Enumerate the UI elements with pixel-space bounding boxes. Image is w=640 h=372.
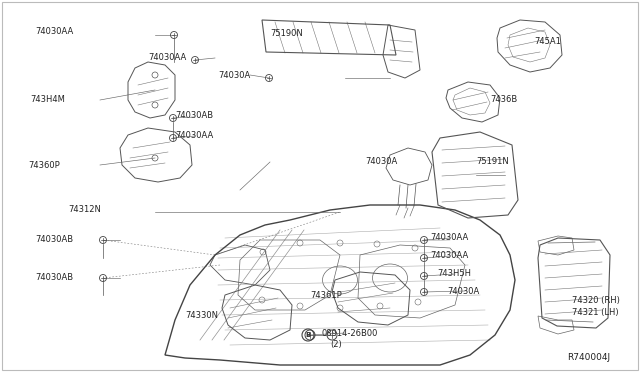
Text: 74030A: 74030A [218, 71, 250, 80]
Text: R740004J: R740004J [567, 353, 610, 362]
Text: 74030A: 74030A [447, 286, 479, 295]
Text: 74030AB: 74030AB [35, 235, 73, 244]
Text: 743H5H: 743H5H [437, 269, 471, 279]
Text: 74360P: 74360P [28, 160, 60, 170]
Text: 74330N: 74330N [185, 311, 218, 321]
Text: 74030AA: 74030AA [148, 52, 186, 61]
Text: B: B [305, 332, 310, 338]
Text: 74030AB: 74030AB [175, 110, 213, 119]
Text: 7436B: 7436B [490, 96, 517, 105]
Text: 74030AA: 74030AA [430, 251, 468, 260]
Text: 74030AA: 74030AA [430, 234, 468, 243]
Text: 743H4M: 743H4M [30, 96, 65, 105]
Text: 74312N: 74312N [68, 205, 101, 215]
Text: 74320 (RH): 74320 (RH) [572, 295, 620, 305]
Text: 74321 (LH): 74321 (LH) [572, 308, 619, 317]
Text: 08914-26B00: 08914-26B00 [322, 328, 378, 337]
Text: 74030AB: 74030AB [35, 273, 73, 282]
Text: 74361P: 74361P [310, 292, 342, 301]
Text: 745A1: 745A1 [534, 38, 561, 46]
Text: 74030AA: 74030AA [175, 131, 213, 140]
Text: 75190N: 75190N [270, 29, 303, 38]
Text: 74030AA: 74030AA [35, 28, 73, 36]
Text: 74030A: 74030A [365, 157, 397, 167]
Text: (2): (2) [330, 340, 342, 350]
Text: 75191N: 75191N [476, 157, 509, 167]
